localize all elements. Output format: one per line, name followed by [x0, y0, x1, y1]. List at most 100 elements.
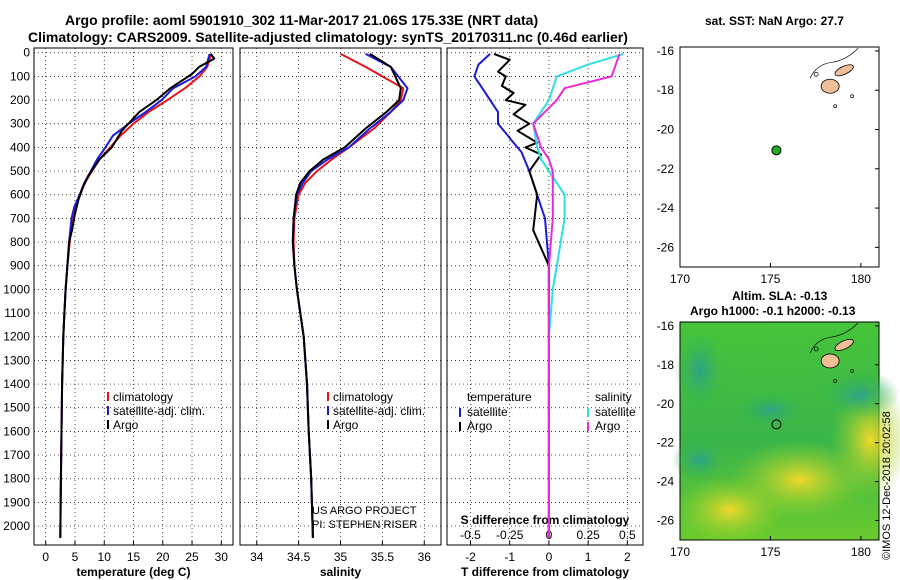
x-tick-label: 36 — [418, 550, 432, 564]
legend-label: Argo — [333, 418, 359, 432]
x-tick-label: 35.5 — [371, 550, 395, 564]
altim-map-field — [672, 330, 900, 545]
copyright-stamp: ©IMOS 12-Dec-2018 20:02:58 — [881, 411, 893, 560]
map-y-tick-label: -18 — [657, 358, 675, 372]
series-line-salinity-argo — [532, 53, 621, 538]
map-y-tick-label: -16 — [657, 319, 675, 333]
legend-title-salinity: salinity — [595, 390, 632, 404]
x-tick-label: 1 — [585, 550, 592, 564]
x-tick-label: 34 — [250, 550, 264, 564]
legend-label: satellite — [467, 405, 508, 419]
x-tick-label: 5 — [72, 550, 79, 564]
x-tick-label: -2 — [465, 550, 476, 564]
x-tick-label: 10 — [98, 550, 112, 564]
map-y-tick-label: -16 — [657, 44, 675, 58]
argo-float-marker — [771, 419, 782, 430]
y-tick-label: 1500 — [3, 401, 30, 415]
x-tick-label: 0 — [546, 550, 553, 564]
panel-difference: -2 -1 0 1 2-0.5 -0.25 0 0.25 0.5S difference fro… — [446, 47, 644, 579]
x2-tick-label: -0.25 — [496, 528, 524, 542]
islet — [813, 71, 819, 77]
y-tick-label: 1800 — [3, 472, 30, 486]
legend-label: satellite-adj. clim. — [113, 404, 205, 418]
map-sat_sst_map: -16 -18 -20 -22 -24 -26 170 175 180 — [657, 44, 879, 286]
map-altimetry_map: -16 -18 -20 -22 -24 -26 170 175 180 — [657, 319, 879, 559]
y-tick-label: 2000 — [3, 519, 30, 533]
altim-map-subtitle: Argo h1000: -0.1 h2000: -0.13 — [690, 304, 856, 318]
map-x-tick-label: 180 — [851, 272, 871, 286]
islet — [833, 104, 838, 109]
map-x-tick-label: 180 — [851, 545, 871, 559]
legend-label: Argo — [467, 419, 493, 433]
map-y-tick-label: -20 — [657, 397, 675, 411]
series-line-argo — [59, 53, 216, 538]
legend-label: climatology — [333, 390, 393, 404]
sst-map-frame — [679, 46, 880, 268]
x-tick-label: 34.5 — [287, 550, 311, 564]
y-tick-label: 100 — [10, 69, 30, 83]
y-tick-label: 300 — [10, 117, 30, 131]
island-viti-levu — [820, 353, 840, 369]
x-tick-label: 2 — [624, 550, 631, 564]
map-y-tick-label: -24 — [657, 201, 675, 215]
y-tick-label: 0 — [23, 46, 30, 60]
y-tick-label: 1000 — [3, 282, 30, 296]
x-axis-label: salinity — [320, 565, 362, 579]
y-tick-label: 500 — [10, 164, 30, 178]
map-y-tick-label: -26 — [657, 240, 675, 254]
y-tick-label: 700 — [10, 211, 30, 225]
reef-outline — [809, 48, 859, 79]
y-tick-label: 1300 — [3, 353, 30, 367]
x-tick-label: -1 — [504, 550, 515, 564]
legend-label: Argo — [595, 419, 621, 433]
x-tick-label: 30 — [215, 550, 229, 564]
y-tick-label: 1700 — [3, 448, 30, 462]
map-y-tick-label: -20 — [657, 123, 675, 137]
islet — [850, 369, 855, 373]
series-line-argo — [291, 53, 402, 538]
panel-salinity: 34 34.5 35 35.5 36 salinity climatologysatelli… — [239, 47, 442, 579]
legend-label: climatology — [113, 390, 173, 404]
x2-tick-label: 0.25 — [576, 528, 600, 542]
legend-label: Argo — [113, 418, 139, 432]
map-y-tick-label: -22 — [657, 436, 675, 450]
map-x-tick-label: 175 — [760, 272, 780, 286]
argo-float-marker — [771, 145, 782, 156]
islet — [833, 379, 838, 383]
sst-map-title: sat. SST: NaN Argo: 27.7 — [705, 14, 844, 28]
x-tick-label: 20 — [156, 550, 170, 564]
x-tick-label: 25 — [185, 550, 199, 564]
island-vanua-levu — [834, 64, 854, 77]
map-y-tick-label: -18 — [657, 83, 675, 97]
y-tick-label: 1200 — [3, 330, 30, 344]
x-axis-label: temperature (deg C) — [76, 565, 190, 579]
x2-axis-label: S difference from climatology — [461, 513, 630, 527]
y-tick-label: 1400 — [3, 377, 30, 391]
islet — [850, 94, 855, 99]
y-tick-label: 600 — [10, 188, 30, 202]
y-tick-label: 900 — [10, 259, 30, 273]
island-vanua-levu — [834, 338, 854, 351]
panel-temperature: 0100200300400500600700800900100011001200… — [3, 46, 234, 579]
y-tick-label: 400 — [10, 140, 30, 154]
map-y-tick-label: -24 — [657, 475, 675, 489]
x-tick-label: 0 — [42, 550, 49, 564]
legend-label: satellite-adj. clim. — [333, 404, 425, 418]
map-x-tick-label: 170 — [670, 545, 690, 559]
title-line-2: Climatology: CARS2009. Satellite-adjuste… — [28, 29, 628, 45]
y-tick-label: 1100 — [4, 306, 30, 320]
map-y-tick-label: -26 — [657, 514, 675, 528]
reef-outline — [809, 322, 859, 354]
y-tick-label: 1900 — [3, 495, 30, 509]
islet — [813, 346, 819, 352]
legend-label: satellite — [595, 405, 636, 419]
map-y-tick-label: -22 — [657, 162, 675, 176]
legend-title-temperature: temperature — [467, 390, 532, 404]
y-tick-label: 200 — [10, 93, 30, 107]
y-tick-label: 1600 — [3, 424, 30, 438]
x2-tick-label: -0.5 — [460, 528, 481, 542]
island-viti-levu — [820, 78, 840, 94]
title-line-1: Argo profile: aoml 5901910_302 11-Mar-20… — [65, 12, 539, 28]
annotation-pi: PI: STEPHEN RISER — [312, 519, 417, 531]
